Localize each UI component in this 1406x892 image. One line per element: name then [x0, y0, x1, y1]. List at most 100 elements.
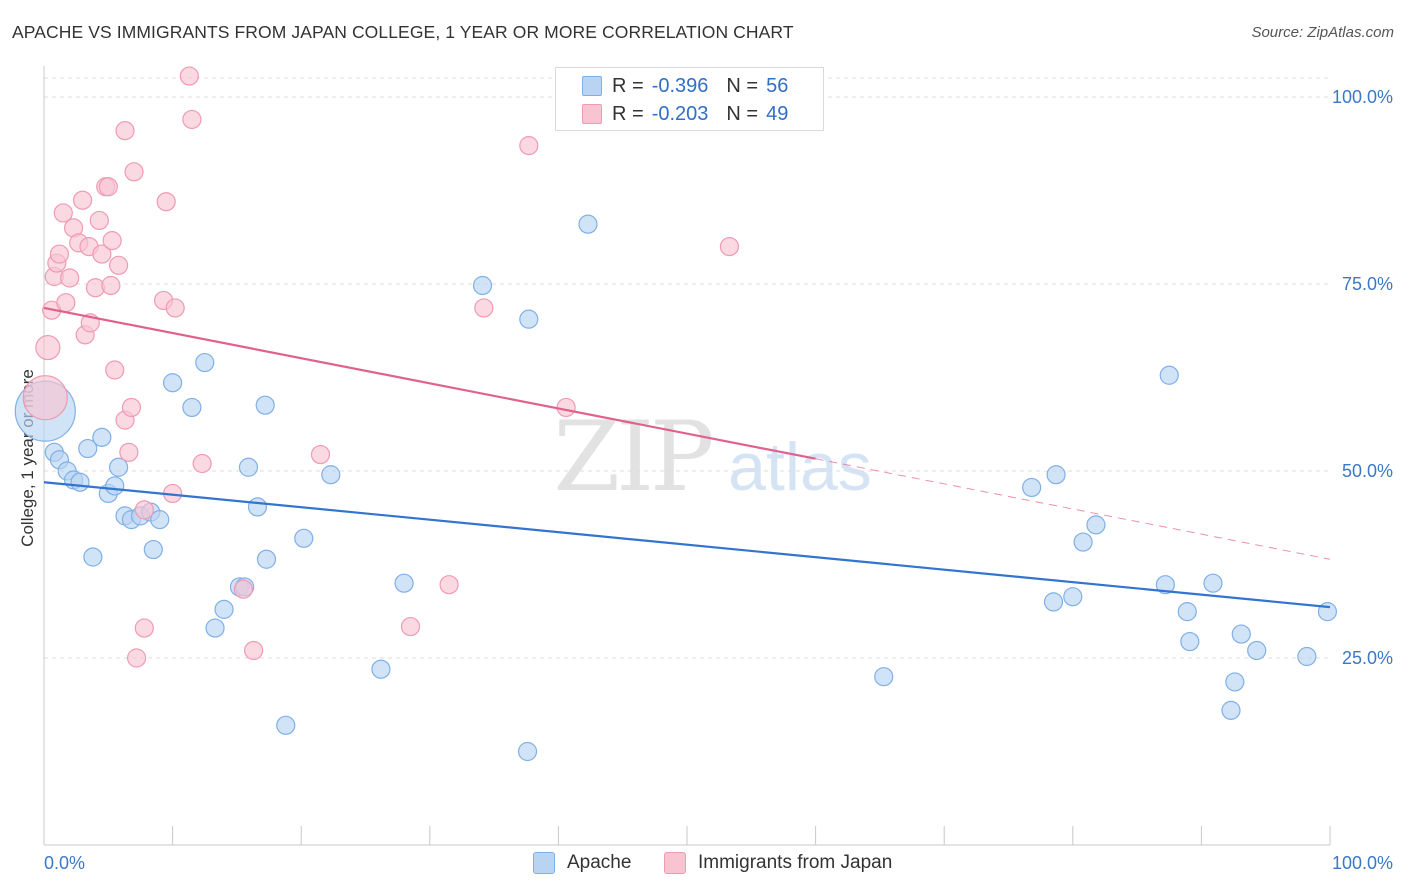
apache-point: [1297, 646, 1317, 667]
apache-point: [163, 373, 183, 393]
japan-point: [719, 237, 740, 257]
apache-point: [214, 599, 234, 619]
legend-r-value: -0.396: [651, 74, 709, 97]
apache-point: [874, 667, 894, 687]
japan-point: [165, 298, 185, 318]
japan-point: [22, 375, 68, 421]
apache-point: [182, 397, 202, 418]
apache-point: [143, 539, 163, 560]
apache-point: [1221, 700, 1241, 720]
japan-point: [53, 203, 73, 223]
japan-trend-line-extension: [815, 458, 1331, 560]
japan-point: [400, 616, 421, 637]
apache-point: [1177, 602, 1197, 622]
legend-n-label: N =: [726, 102, 759, 125]
japan-point: [56, 293, 76, 313]
legend-n-label: N =: [726, 74, 759, 97]
japan-point: [105, 360, 125, 380]
apache-point: [1063, 587, 1083, 607]
correlation-legend: R = -0.396 N = 56 R = -0.203 N = 49: [555, 67, 824, 131]
japan-point: [102, 231, 122, 251]
apache-point: [1046, 465, 1066, 485]
apache-trend-line: [43, 481, 1331, 609]
japan-point: [115, 121, 135, 141]
legend-row-japan: R = -0.203 N = 49: [582, 102, 788, 126]
legend-swatch-japan: [664, 852, 686, 874]
japan-point: [519, 136, 539, 156]
apache-point: [472, 275, 493, 296]
series-legend: Apache Immigrants from Japan: [0, 852, 1406, 878]
legend-item-japan[interactable]: Immigrants from Japan: [664, 852, 892, 874]
japan-point: [72, 190, 93, 210]
japan-point: [108, 255, 129, 275]
apache-point: [205, 618, 225, 638]
japan-trend-line: [43, 306, 816, 460]
y-tick-label: 100.0%: [1332, 87, 1393, 107]
apache-point: [255, 395, 275, 415]
apache-point: [150, 510, 170, 530]
japan-point: [89, 210, 109, 231]
legend-n-value: 49: [766, 102, 789, 125]
legend-label-apache: Apache: [567, 852, 632, 873]
apache-point: [321, 465, 341, 485]
legend-r-value: -0.203: [651, 102, 709, 125]
apache-point: [517, 741, 538, 762]
apache-point: [1022, 477, 1042, 498]
japan-point: [134, 500, 154, 520]
apache-point: [1231, 624, 1251, 644]
japan-point: [35, 334, 61, 361]
apache-point: [1155, 575, 1175, 595]
apache-point: [394, 573, 414, 593]
apache-point: [578, 214, 598, 234]
japan-point: [60, 268, 80, 288]
japan-point: [474, 298, 494, 318]
japan-point: [182, 109, 202, 130]
japan-point: [439, 575, 459, 595]
watermark-atlas: atlas: [728, 429, 872, 505]
apache-point: [238, 457, 259, 477]
japan-point: [119, 442, 139, 462]
apache-point: [1203, 573, 1223, 593]
apache-point: [1073, 532, 1093, 552]
apache-point: [195, 352, 215, 373]
apache-point: [1043, 592, 1064, 612]
chart-title: APACHE VS IMMIGRANTS FROM JAPAN COLLEGE,…: [12, 22, 794, 42]
japan-point: [310, 444, 331, 465]
japan-point: [179, 66, 199, 86]
legend-swatch-japan: [582, 104, 602, 124]
legend-item-apache[interactable]: Apache: [533, 852, 631, 874]
y-tick-label: 75.0%: [1342, 274, 1393, 294]
legend-swatch-apache: [582, 76, 602, 96]
apache-point: [371, 659, 391, 679]
japan-point: [134, 618, 154, 638]
japan-point: [126, 648, 147, 668]
japan-point: [192, 453, 212, 474]
legend-n-value: 56: [766, 74, 789, 97]
japan-point: [233, 579, 253, 599]
japan-point: [124, 162, 144, 182]
apache-point: [1180, 631, 1200, 652]
legend-row-apache: R = -0.396 N = 56: [582, 74, 788, 98]
apache-point: [78, 438, 98, 459]
apache-point: [276, 715, 296, 735]
apache-point: [1247, 640, 1267, 661]
legend-r-label: R =: [612, 102, 644, 125]
watermark-zip: ZIP: [553, 401, 712, 513]
japan-point: [244, 640, 264, 661]
apache-point: [256, 549, 277, 569]
x-tick-label-min: 0.0%: [44, 853, 85, 873]
legend-r-label: R =: [612, 74, 644, 97]
legend-swatch-apache: [533, 852, 555, 874]
source-label: Source: ZipAtlas.com: [1251, 24, 1394, 41]
apache-point: [108, 457, 129, 477]
apache-point: [92, 427, 112, 447]
japan-point: [156, 192, 176, 212]
apache-point: [519, 309, 539, 329]
y-tick-label: 50.0%: [1342, 461, 1393, 481]
japan-point: [556, 397, 576, 418]
y-tick-label: 25.0%: [1342, 648, 1393, 668]
japan-point: [49, 244, 70, 264]
apache-point: [83, 547, 103, 567]
japan-point: [121, 397, 142, 418]
